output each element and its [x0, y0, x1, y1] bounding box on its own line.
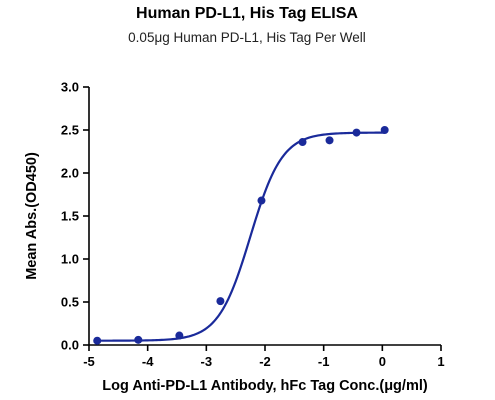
y-tick-label: 3.0: [61, 80, 79, 95]
x-tick-label: 1: [437, 354, 444, 369]
y-tick-label: 0.5: [61, 295, 79, 310]
y-tick-label: 2.0: [61, 166, 79, 181]
data-point: [325, 136, 334, 145]
axes: 0.0 0.5 1.0 1.5 2.0 2.5 3.0 -5 -4 -3 -2 -1 0 1: [61, 80, 445, 370]
y-tick-label: 1.5: [61, 209, 79, 224]
data-point: [257, 196, 266, 205]
x-tick-label: -4: [142, 354, 154, 369]
x-axis-label: Log Anti-PD-L1 Antibody, hFc Tag Conc.(μ…: [102, 378, 428, 394]
chart-subtitle: 0.05μg Human PD-L1, His Tag Per Well: [128, 30, 366, 45]
fit-curve: [97, 131, 385, 342]
y-tick-label: 1.0: [61, 252, 79, 267]
data-point: [134, 335, 143, 344]
x-tick-label: -2: [259, 354, 271, 369]
data-points: [93, 126, 389, 345]
y-tick-label: 0.0: [61, 338, 79, 353]
x-tick-label: 0: [379, 354, 386, 369]
x-tick-label: -3: [201, 354, 213, 369]
data-point: [216, 297, 225, 306]
data-point: [380, 126, 389, 134]
data-point: [175, 331, 184, 340]
data-point: [352, 128, 361, 137]
chart-title: Human PD-L1, His Tag ELISA: [136, 5, 358, 22]
data-point: [93, 336, 102, 345]
x-tick-label: -1: [318, 354, 330, 369]
y-tick-label: 2.5: [61, 123, 79, 138]
y-axis-label: Mean Abs.(OD450): [24, 152, 40, 280]
data-point: [298, 138, 307, 147]
x-tick-label: -5: [83, 354, 95, 369]
